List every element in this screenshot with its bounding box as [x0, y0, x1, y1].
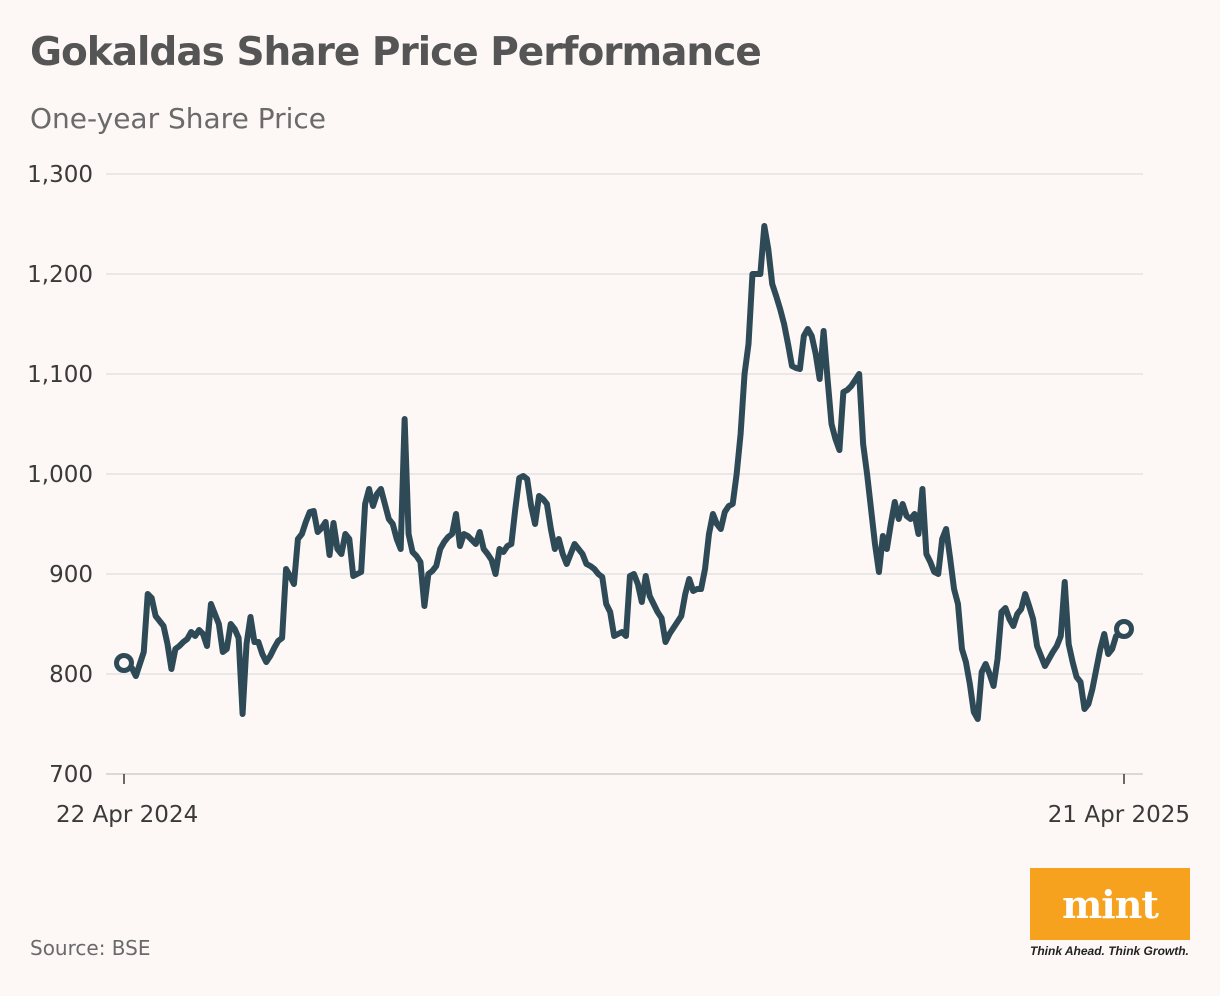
series-line [121, 223, 1127, 722]
mint-logo-tagline: Think Ahead. Think Growth. [1030, 944, 1189, 958]
end-point-marker [1114, 619, 1134, 639]
x-tick-label: 21 Apr 2025 [1048, 802, 1190, 828]
chart-subtitle: One-year Share Price [30, 102, 326, 135]
source-note: Source: BSE [30, 936, 151, 960]
x-tick-label: 22 Apr 2024 [56, 802, 198, 828]
grid-lines [106, 173, 1143, 775]
series-layer [114, 223, 1134, 722]
y-tick-label: 1,000 [27, 462, 93, 488]
y-tick-label: 900 [49, 562, 93, 588]
mint-logo: mint Think Ahead. Think Growth. [1030, 868, 1190, 958]
y-tick-label: 1,300 [27, 162, 93, 188]
start-point-marker [114, 653, 134, 673]
y-tick-label: 1,100 [27, 362, 93, 388]
y-tick-label: 1,200 [27, 262, 93, 288]
y-axis-ticks: 700 800 900 1,000 1,100 1,200 1,300 [27, 162, 93, 788]
mint-logo-box: mint [1030, 868, 1190, 940]
mint-logo-word: mint [1062, 881, 1159, 927]
chart-title: Gokaldas Share Price Performance [30, 30, 762, 75]
y-tick-label: 700 [49, 762, 93, 788]
y-tick-label: 800 [49, 662, 93, 688]
x-axis: 22 Apr 2024 21 Apr 2025 [56, 774, 1190, 828]
